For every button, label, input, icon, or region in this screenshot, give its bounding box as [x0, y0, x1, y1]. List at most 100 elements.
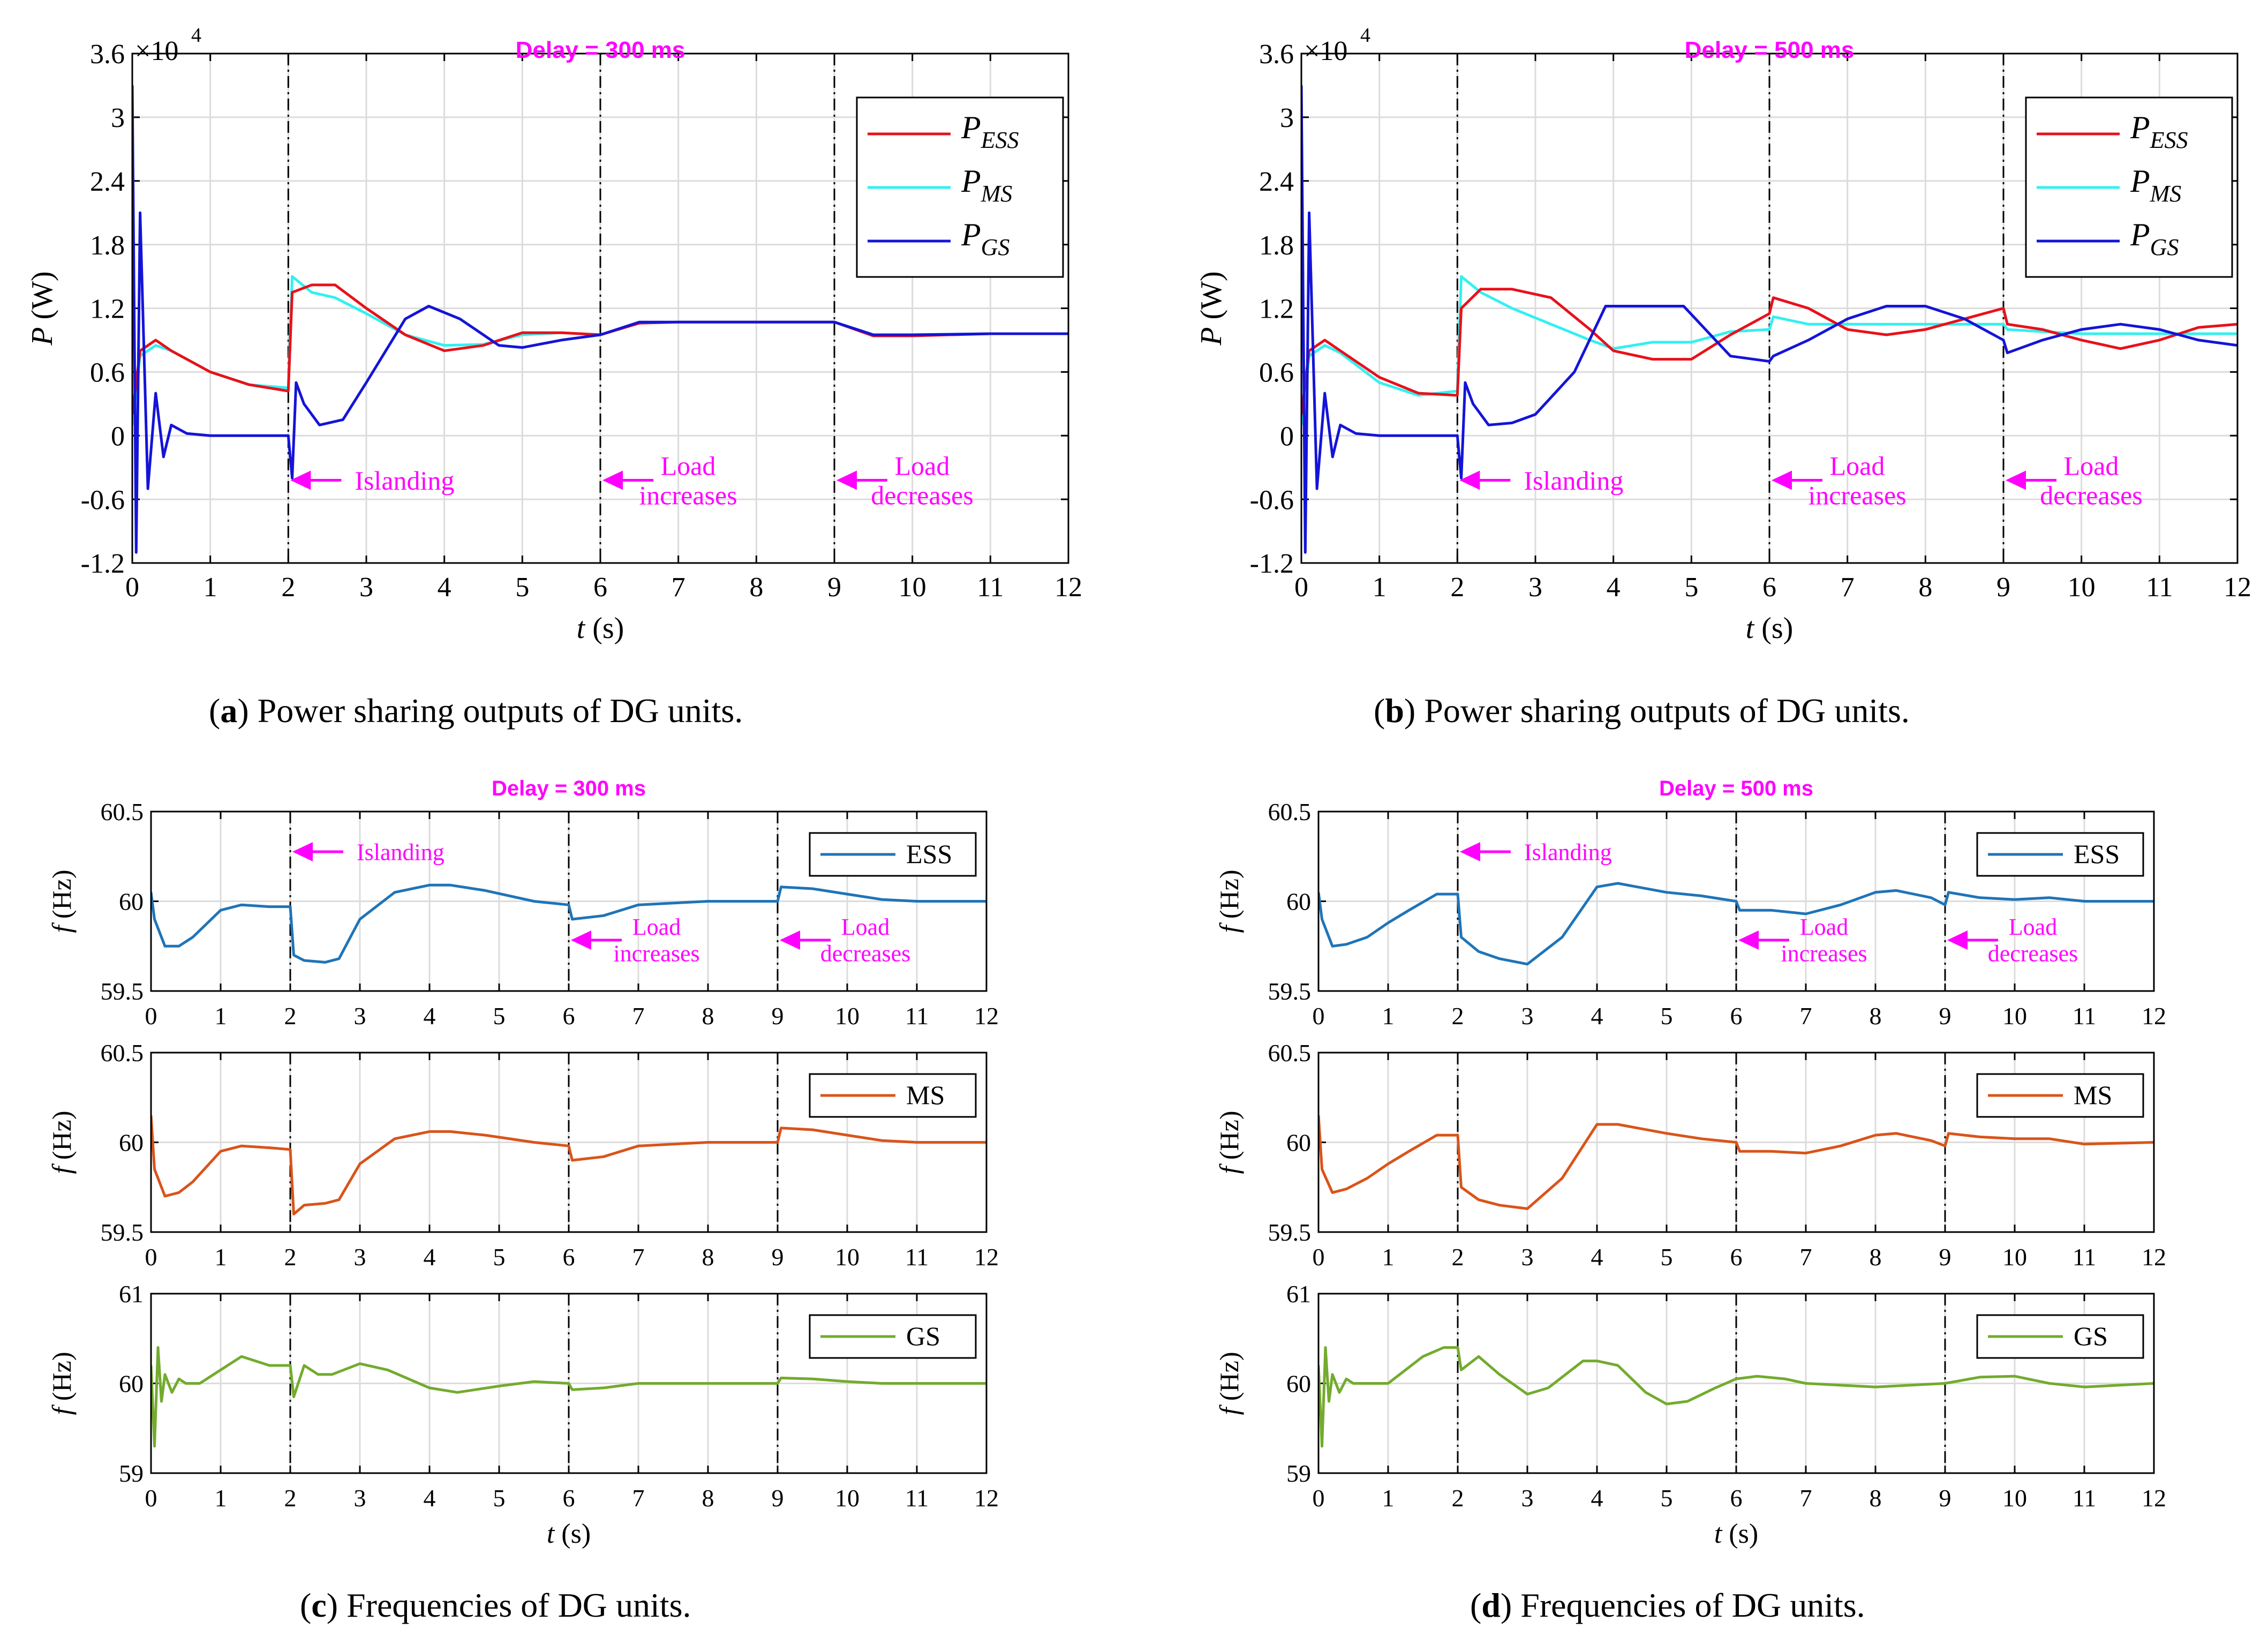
annotation-label: Load — [1830, 451, 1885, 481]
axis-exponent-power: 4 — [191, 24, 201, 47]
y-axis-label: f (Hz) — [47, 1352, 77, 1415]
x-tick-label: 6 — [1762, 572, 1776, 603]
y-tick-label: 3 — [111, 103, 125, 133]
legend: PESS PMS PGS — [856, 96, 1064, 278]
annotation-label: decreases — [1988, 941, 2078, 967]
legend: MS — [1976, 1073, 2144, 1118]
y-tick-label: 60 — [119, 1370, 144, 1398]
y-tick-label: 1.8 — [90, 230, 125, 261]
annotation-islanding: Islanding — [1460, 839, 1612, 865]
annotation-arrow-head — [1772, 470, 1792, 490]
x-tick-label: 5 — [1661, 1243, 1673, 1271]
caption-c: (c) Frequencies of DG units. — [300, 1586, 691, 1624]
x-tick-label: 9 — [1939, 1243, 1951, 1271]
annotation-label: decreases — [2040, 480, 2143, 510]
annotation-arrow-head — [2006, 470, 2026, 490]
x-tick-label: 4 — [1591, 1484, 1603, 1512]
x-tick-label: 7 — [632, 1243, 645, 1271]
x-tick-label: 1 — [215, 1243, 227, 1271]
y-tick-label: 59.5 — [1268, 978, 1312, 1005]
x-tick-label: 0 — [1313, 1002, 1325, 1030]
axis-exponent: ×10 — [135, 36, 178, 66]
y-tick-label: 2.4 — [90, 167, 125, 197]
y-tick-label: 0.6 — [90, 358, 125, 388]
annotation-label: increases — [613, 941, 699, 967]
y-tick-label: 60 — [119, 1129, 144, 1157]
x-tick-label: 8 — [749, 572, 763, 603]
legend: ESS — [1976, 832, 2144, 877]
x-tick-label: 4 — [1591, 1243, 1603, 1271]
series-line-p-ms — [1301, 275, 2237, 425]
x-tick-label: 11 — [905, 1484, 929, 1512]
annotation-label: Islanding — [355, 466, 454, 496]
chart-title: Delay = 500 ms — [1659, 777, 1813, 800]
x-tick-label: 12 — [974, 1243, 999, 1271]
annotation-label: increases — [1781, 941, 1867, 967]
x-tick-label: 10 — [899, 572, 926, 603]
y-tick-label: 60.5 — [1268, 1039, 1312, 1067]
series-line-ms — [1318, 1115, 2154, 1210]
x-tick-label: 9 — [772, 1484, 784, 1512]
y-tick-label: 59 — [1286, 1460, 1311, 1487]
annotation-label: Islanding — [1524, 466, 1623, 496]
annotation-arrow-head — [290, 470, 311, 490]
x-tick-label: 6 — [1730, 1002, 1743, 1030]
panel-a-frame — [131, 52, 1069, 564]
x-tick-label: 5 — [493, 1002, 506, 1030]
legend: MS — [809, 1073, 977, 1118]
x-tick-label: 4 — [1591, 1002, 1603, 1030]
x-tick-label: 6 — [593, 572, 607, 603]
x-tick-label: 3 — [1528, 572, 1542, 603]
series-line-ess — [151, 883, 986, 964]
x-tick-label: 11 — [977, 572, 1004, 603]
panel-c-ess-frame — [150, 810, 988, 992]
panel-d-ms-frame — [1317, 1052, 2155, 1233]
y-tick-label: 60.5 — [1268, 798, 1312, 825]
legend-label-gs: PGS — [2130, 217, 2179, 260]
series-line-ms — [151, 1115, 986, 1215]
chart-title: Delay = 300 ms — [492, 777, 646, 800]
x-tick-label: 10 — [2002, 1002, 2027, 1030]
x-tick-label: 9 — [1996, 572, 2010, 603]
x-axis-label: t (s) — [547, 1519, 591, 1549]
annotation-arrow-head — [1460, 842, 1480, 861]
annotation-islanding: Islanding — [1459, 466, 1623, 496]
caption-b: (b) Power sharing outputs of DG units. — [1374, 692, 1910, 730]
y-tick-label: 59.5 — [101, 1219, 144, 1246]
x-tick-label: 1 — [1382, 1243, 1395, 1271]
annotation-arrow-head — [1738, 930, 1759, 950]
x-tick-label: 0 — [145, 1484, 157, 1512]
y-tick-label: 1.2 — [90, 294, 125, 325]
x-tick-label: 12 — [2142, 1002, 2166, 1030]
series-line-p-gs — [1301, 85, 2237, 554]
x-tick-label: 6 — [563, 1484, 575, 1512]
annotation-arrow-head — [1459, 470, 1480, 490]
x-tick-label: 10 — [835, 1002, 860, 1030]
y-tick-label: 60 — [1286, 1370, 1311, 1398]
y-tick-label: 0 — [111, 421, 125, 452]
x-tick-label: 2 — [1452, 1484, 1464, 1512]
x-tick-label: 2 — [284, 1484, 297, 1512]
chart-title: Delay = 300 ms — [516, 37, 685, 63]
y-tick-label: -1.2 — [81, 549, 125, 579]
x-tick-label: 3 — [354, 1002, 366, 1030]
x-tick-label: 5 — [1661, 1484, 1673, 1512]
x-tick-label: 9 — [772, 1243, 784, 1271]
annotation-label: Load — [2064, 451, 2119, 481]
x-tick-label: 12 — [1054, 572, 1082, 603]
x-tick-label: 2 — [281, 572, 295, 603]
legend-label: ESS — [906, 839, 952, 869]
x-tick-label: 2 — [1452, 1002, 1464, 1030]
x-axis-label: t (s) — [577, 612, 624, 645]
legend-label-ms: PMS — [961, 163, 1012, 207]
x-axis-label: t (s) — [1746, 612, 1794, 645]
y-axis-label: f (Hz) — [47, 869, 77, 933]
x-tick-label: 11 — [2073, 1243, 2096, 1271]
x-tick-label: 2 — [284, 1243, 297, 1271]
x-tick-label: 8 — [1870, 1002, 1882, 1030]
